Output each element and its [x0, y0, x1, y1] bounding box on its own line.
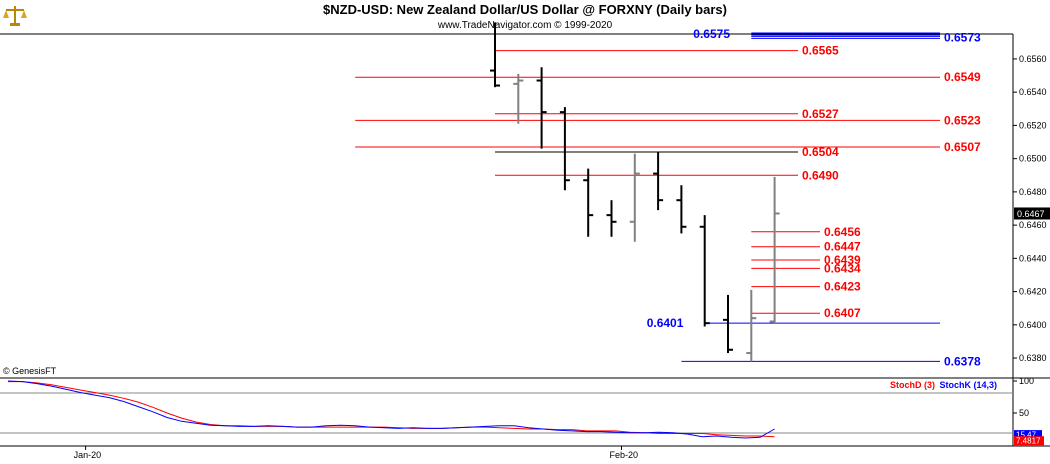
level-label: 0.6549: [944, 70, 981, 84]
level-label: 0.6423: [824, 280, 861, 294]
date-tick-label: Feb-20: [610, 450, 639, 460]
price-tick-label: 0.6520: [1019, 120, 1047, 130]
level-label: 0.6490: [802, 168, 839, 182]
price-panel-frame: [0, 33, 1050, 379]
stoch-panel-frame: [0, 378, 1050, 447]
level-label: 0.6527: [802, 107, 839, 121]
price-tick-label: 0.6400: [1019, 320, 1047, 330]
level-label: 0.6401: [647, 316, 684, 330]
price-tick-label: 0.6420: [1019, 287, 1047, 297]
stoch-d-value-box: [1014, 436, 1044, 446]
price-tick-label: 0.6500: [1019, 154, 1047, 164]
level-label: 0.6565: [802, 44, 839, 58]
level-label: 0.6504: [802, 145, 839, 159]
stoch-layer: 100 50 15.477.4817: [7, 376, 1044, 446]
copyright-label: © GenesisFT: [3, 366, 57, 376]
level-label: 0.6573: [944, 30, 981, 44]
level-label: 0.6456: [824, 225, 861, 239]
chart-subtitle: www.TradeNavigator.com © 1999-2020: [437, 20, 613, 31]
level-label: 0.6439: [824, 253, 861, 267]
price-tick-label: 0.6460: [1019, 220, 1047, 230]
price-axis: 0.65600.65400.65200.65000.64800.64600.64…: [1013, 54, 1050, 363]
stoch-tick-label: 100: [1019, 376, 1034, 386]
legend-stoch-d: StochD (3): [890, 380, 935, 390]
last-price-label: 0.6467: [1017, 209, 1045, 219]
level-label: 0.6378: [944, 354, 981, 368]
level-label: 0.6575: [693, 27, 730, 41]
price-tick-label: 0.6540: [1019, 87, 1047, 97]
date-tick-label: Jan-20: [74, 450, 102, 460]
scales-logo-icon: [3, 3, 27, 27]
last-price-box: [1014, 207, 1050, 220]
level-label: 0.6523: [944, 113, 981, 127]
stoch-line-k: [7, 380, 775, 439]
bars-layer: [490, 22, 780, 362]
chart-title: $NZD-USD: New Zealand Dollar/US Dollar @…: [323, 2, 727, 17]
date-axis: Jan-20 Feb-20: [74, 446, 638, 460]
price-tick-label: 0.6380: [1019, 353, 1047, 363]
levels-layer: 0.6575 0.6573 0.6565 0.6549 0.6527 0.6523 0.65…: [355, 27, 981, 368]
price-tick-label: 0.6440: [1019, 253, 1047, 263]
stoch-k-value: 15.47: [1016, 431, 1037, 440]
stoch-k-value-box: [1014, 430, 1042, 440]
legend-stoch-k: StochK (14,3): [939, 380, 997, 390]
price-tick-label: 0.6480: [1019, 187, 1047, 197]
stoch-tick-label: 50: [1019, 408, 1029, 418]
level-label: 0.6447: [824, 240, 861, 254]
price-tick-label: 0.6560: [1019, 54, 1047, 64]
level-label: 0.6407: [824, 306, 861, 320]
level-label: 0.6507: [944, 140, 981, 154]
level-label: 0.6434: [824, 261, 861, 275]
stoch-d-value: 7.4817: [1016, 437, 1041, 446]
